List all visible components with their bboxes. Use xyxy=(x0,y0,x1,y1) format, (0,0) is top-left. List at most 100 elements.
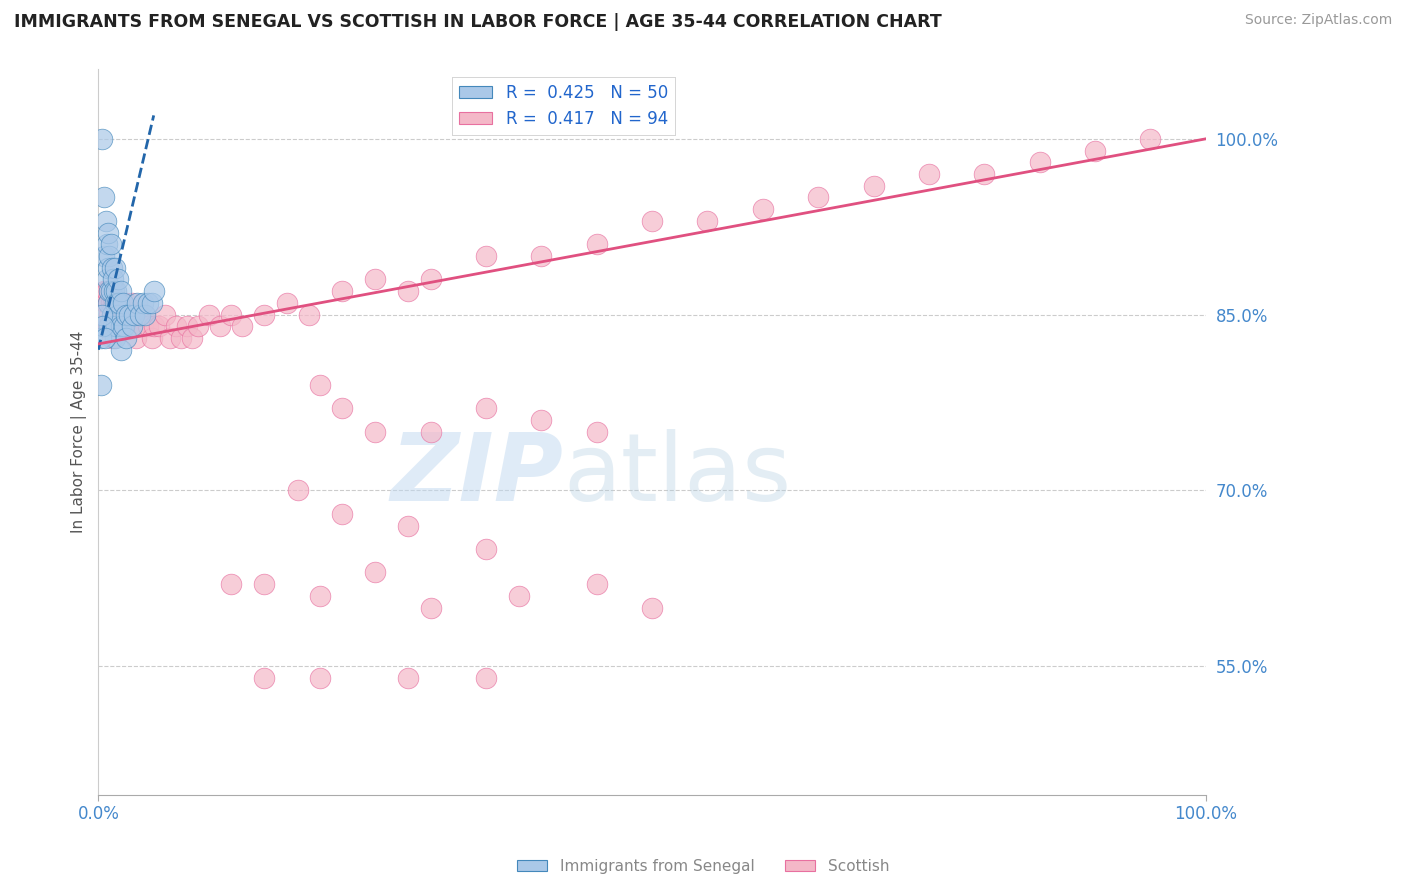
Point xyxy=(101,296,124,310)
Point xyxy=(98,284,121,298)
Point xyxy=(396,284,419,298)
Point xyxy=(181,331,204,345)
Point xyxy=(93,284,115,298)
Point xyxy=(364,566,387,580)
Text: ZIP: ZIP xyxy=(391,429,564,522)
Point xyxy=(100,284,122,298)
Point xyxy=(90,132,112,146)
Point xyxy=(108,296,131,310)
Legend: Immigrants from Senegal, Scottish: Immigrants from Senegal, Scottish xyxy=(510,853,896,880)
Point xyxy=(98,319,121,334)
Point xyxy=(165,319,187,334)
Point xyxy=(93,249,115,263)
Point xyxy=(98,249,121,263)
Point xyxy=(125,331,148,345)
Point xyxy=(253,308,276,322)
Point xyxy=(94,331,117,345)
Point xyxy=(308,589,330,603)
Point xyxy=(96,237,118,252)
Point xyxy=(807,190,830,204)
Point xyxy=(107,308,129,322)
Point xyxy=(129,308,152,322)
Point xyxy=(585,237,607,252)
Point xyxy=(100,237,122,252)
Text: Source: ZipAtlas.com: Source: ZipAtlas.com xyxy=(1244,13,1392,28)
Point xyxy=(93,190,115,204)
Point xyxy=(364,425,387,439)
Point xyxy=(585,425,607,439)
Point xyxy=(115,319,138,334)
Point xyxy=(148,319,170,334)
Point xyxy=(419,425,441,439)
Point xyxy=(159,331,181,345)
Point xyxy=(97,319,120,334)
Point xyxy=(105,284,128,298)
Point xyxy=(127,319,149,334)
Point xyxy=(298,308,321,322)
Point xyxy=(153,308,176,322)
Point xyxy=(104,296,127,310)
Point xyxy=(91,319,114,334)
Point xyxy=(100,296,122,310)
Text: IMMIGRANTS FROM SENEGAL VS SCOTTISH IN LABOR FORCE | AGE 35-44 CORRELATION CHART: IMMIGRANTS FROM SENEGAL VS SCOTTISH IN L… xyxy=(14,13,942,31)
Point xyxy=(131,319,153,334)
Point xyxy=(308,378,330,392)
Point xyxy=(90,378,112,392)
Point xyxy=(752,202,775,216)
Point xyxy=(641,214,664,228)
Point xyxy=(122,308,145,322)
Point xyxy=(105,296,128,310)
Point xyxy=(475,671,498,685)
Point xyxy=(918,167,941,181)
Point xyxy=(97,296,120,310)
Point xyxy=(122,308,145,322)
Point xyxy=(100,319,122,334)
Point xyxy=(176,319,198,334)
Point xyxy=(94,296,117,310)
Point xyxy=(136,319,159,334)
Point xyxy=(142,319,165,334)
Legend: R =  0.425   N = 50, R =  0.417   N = 94: R = 0.425 N = 50, R = 0.417 N = 94 xyxy=(453,77,675,135)
Point xyxy=(101,272,124,286)
Point xyxy=(96,272,118,286)
Point xyxy=(121,319,143,334)
Point xyxy=(100,260,122,275)
Point xyxy=(115,308,138,322)
Point xyxy=(219,308,242,322)
Point xyxy=(198,308,221,322)
Point xyxy=(115,308,138,322)
Point xyxy=(100,331,122,345)
Point xyxy=(287,483,309,498)
Point xyxy=(97,296,120,310)
Point xyxy=(112,308,135,322)
Point xyxy=(136,296,159,310)
Point xyxy=(103,308,125,322)
Point xyxy=(98,284,121,298)
Point xyxy=(1028,155,1050,169)
Point xyxy=(330,401,353,416)
Point xyxy=(112,319,135,334)
Point xyxy=(127,296,149,310)
Point xyxy=(330,284,353,298)
Point xyxy=(142,284,165,298)
Point xyxy=(94,214,117,228)
Point xyxy=(209,319,232,334)
Point xyxy=(110,319,132,334)
Point xyxy=(104,331,127,345)
Point xyxy=(111,319,134,334)
Point xyxy=(585,577,607,591)
Point xyxy=(103,284,125,298)
Point xyxy=(110,343,132,357)
Point xyxy=(419,272,441,286)
Point xyxy=(419,600,441,615)
Point xyxy=(108,308,131,322)
Point xyxy=(90,331,112,345)
Point xyxy=(141,296,163,310)
Point xyxy=(96,284,118,298)
Point xyxy=(862,178,884,193)
Point xyxy=(1084,144,1107,158)
Point xyxy=(97,226,120,240)
Point xyxy=(97,260,120,275)
Point xyxy=(475,401,498,416)
Point xyxy=(115,296,138,310)
